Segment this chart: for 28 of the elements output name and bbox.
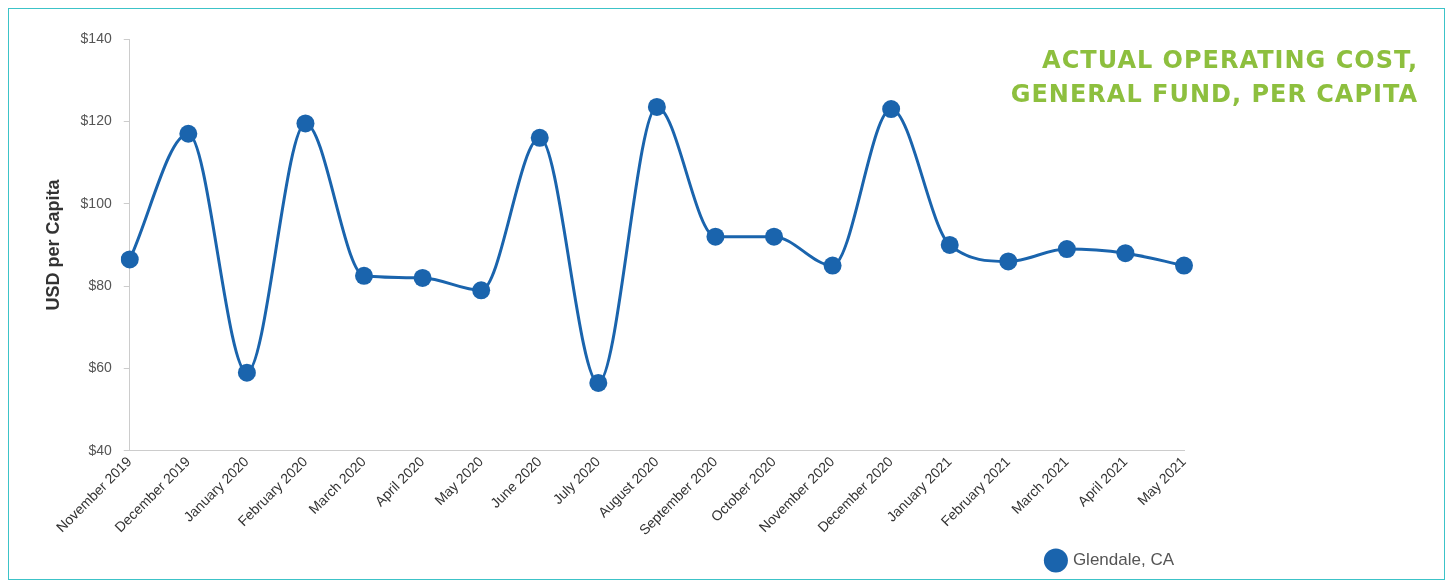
point [823,256,842,275]
y-tick-label: $140 [80,29,112,46]
legend-label: Glendale, CA [1072,550,1175,570]
y-tick-label: $120 [80,112,112,129]
y-tick-label: $60 [88,359,112,376]
y-axis-title: USD per Capita [42,178,63,311]
point [296,114,315,133]
point [530,128,549,147]
point [1116,244,1135,263]
text: ACTUAL OPERATING COST, GENERAL FUND, PER CAPITA [1009,45,1418,110]
point [999,252,1018,271]
point [589,373,608,392]
point [706,227,725,246]
point [355,266,374,285]
point [120,250,139,269]
point [413,268,432,287]
point [647,97,666,116]
point [472,281,491,300]
point [179,124,198,143]
y-tick-label: $40 [88,441,112,458]
point [237,363,256,382]
point [765,227,784,246]
point [1057,240,1076,259]
y-tick-label: $100 [80,194,112,211]
point [882,100,901,119]
point [1175,256,1193,275]
y-tick-label: $80 [88,277,112,294]
point [940,235,959,254]
